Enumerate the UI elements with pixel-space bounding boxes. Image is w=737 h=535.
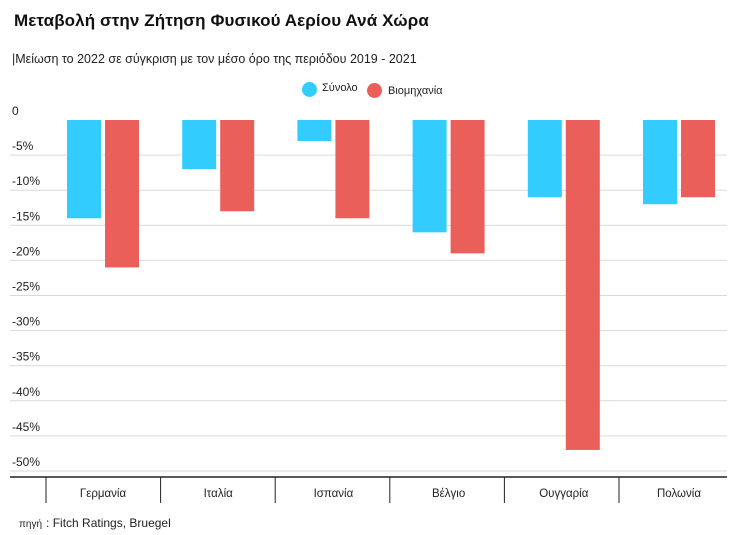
y-tick-label: -15% (12, 209, 40, 223)
legend-label-series-2: Βιομηχανία (388, 85, 443, 97)
chart-subtitle: |Μείωση το 2022 σε σύγκριση με τον μέσο … (12, 52, 417, 66)
y-tick-label: -10% (12, 174, 40, 188)
y-tick-label: -30% (12, 315, 40, 329)
legend-swatch-series-1 (302, 82, 317, 97)
bar-series-2 (450, 120, 485, 254)
y-tick-label: -20% (12, 244, 40, 258)
y-tick-label: -5% (12, 139, 34, 153)
source-prefix: πηγή (19, 519, 43, 530)
bar-series-1 (67, 120, 101, 219)
y-tick-label: -45% (12, 420, 40, 434)
source-text: : Fitch Ratings, Bruegel (46, 516, 171, 530)
y-tick-label: -25% (12, 280, 40, 294)
x-tick-label: Ιταλία (204, 488, 234, 500)
y-tick-label: -35% (12, 350, 40, 364)
x-tick-label: Πολωνία (657, 488, 701, 500)
legend-label-series-1: Σύνολο (322, 82, 358, 94)
bar-series-2 (681, 120, 715, 198)
bar-series-2 (105, 120, 139, 268)
source-footer: πηγή: Fitch Ratings, Bruegel (19, 516, 171, 530)
bar-series-2 (220, 120, 255, 212)
bar-series-1 (297, 120, 332, 142)
chart-title: Μεταβολή στην Ζήτηση Φυσικού Αερίου Ανά … (14, 11, 429, 30)
bar-series-1 (412, 120, 447, 233)
bar-series-1 (527, 120, 562, 198)
bar-series-2 (335, 120, 370, 219)
bar-series-2 (565, 120, 600, 450)
x-tick-label: Γερμανία (80, 488, 127, 500)
y-tick-label: -40% (12, 385, 40, 399)
x-tick-label: Ουγγαρία (539, 488, 588, 500)
x-tick-label: Ισπανία (314, 488, 354, 500)
bar-series-1 (643, 120, 677, 205)
legend-swatch-series-2 (367, 83, 382, 98)
y-tick-label: 0 (12, 104, 19, 118)
bar-series-1 (182, 120, 217, 170)
y-tick-label: -50% (12, 455, 40, 469)
x-tick-label: Βέλγιο (432, 488, 465, 500)
